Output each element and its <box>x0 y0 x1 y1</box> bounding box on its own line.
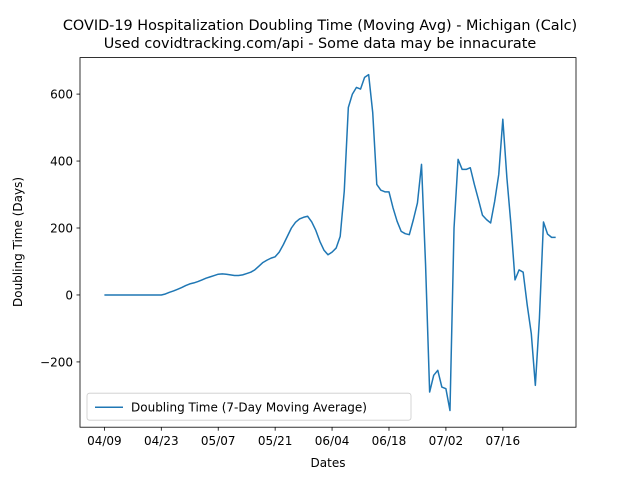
y-axis-label: Doubling Time (Days) <box>11 177 25 307</box>
data-line <box>104 73 556 412</box>
x-tick-label: 05/21 <box>258 434 293 448</box>
legend-box <box>86 392 412 421</box>
x-tick-label: 06/04 <box>315 434 350 448</box>
x-tick-label: 04/23 <box>144 434 179 448</box>
x-tick-label: 07/02 <box>429 434 464 448</box>
x-tick-label: 04/09 <box>87 434 122 448</box>
x-tick-label: 05/07 <box>201 434 236 448</box>
x-tick-label: 06/18 <box>372 434 407 448</box>
y-tick-label: 600 <box>50 88 73 102</box>
y-tick-label: −200 <box>40 355 73 369</box>
axes-frame <box>79 57 577 428</box>
x-tick-label: 07/16 <box>486 434 521 448</box>
y-tick-label: 400 <box>50 155 73 169</box>
y-tick-label: 0 <box>65 288 73 302</box>
x-axis-label: Dates <box>311 456 346 470</box>
chart-subtitle: Used covidtracking.com/api - Some data m… <box>104 36 537 52</box>
legend-label: Doubling Time (7-Day Moving Average) <box>131 401 367 415</box>
chart-title: COVID-19 Hospitalization Doubling Time (… <box>63 18 577 34</box>
y-tick-label: 200 <box>50 222 73 236</box>
